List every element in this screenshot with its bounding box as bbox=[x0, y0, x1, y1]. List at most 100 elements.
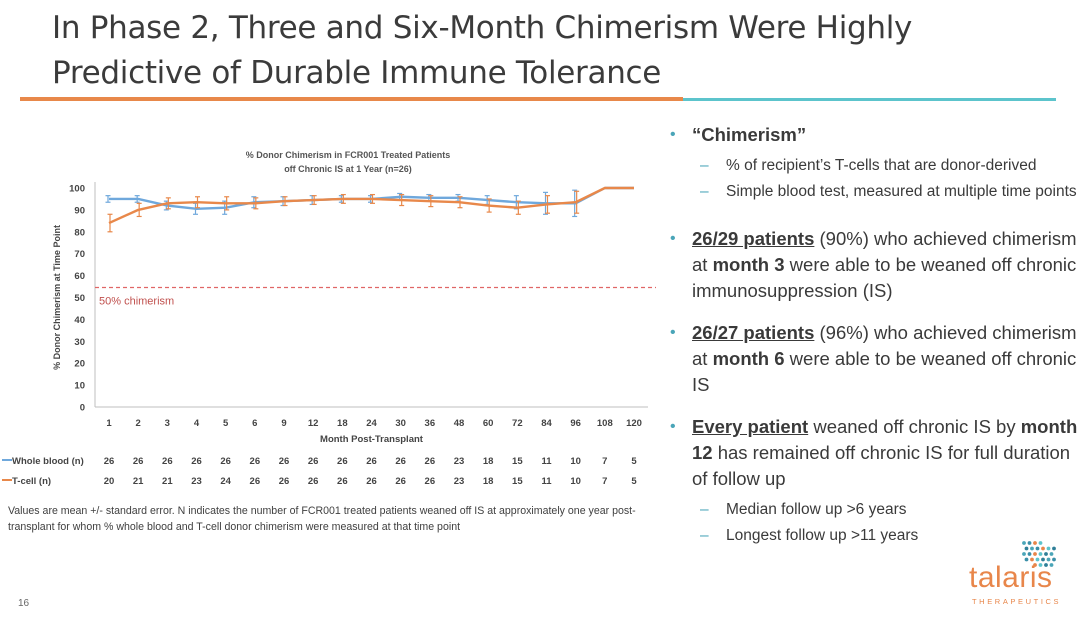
bullet-2: • 26/29 patients (90%) who achieved chime… bbox=[668, 226, 1080, 304]
sub-bullet-dash-icon: – bbox=[700, 501, 709, 518]
x-tick-label: 108 bbox=[597, 418, 613, 429]
sub-bullet-dash-icon: – bbox=[700, 157, 709, 174]
sub-bullet: – Median follow up >6 years bbox=[668, 498, 1080, 522]
logo-dot bbox=[1030, 557, 1034, 562]
n-count-cell: 26 bbox=[308, 456, 319, 467]
slide-title-line-2: Predictive of Durable Immune Tolerance bbox=[52, 55, 662, 91]
sub-bullet-text: Longest follow up >11 years bbox=[726, 527, 919, 544]
x-tick-label: 18 bbox=[337, 418, 348, 429]
x-tick-label: 2 bbox=[136, 418, 141, 429]
sub-bullet: – Longest follow up >11 years bbox=[668, 524, 1080, 548]
n-count-cell: 26 bbox=[104, 456, 115, 467]
y-tick-label: 50 bbox=[74, 293, 85, 304]
n-count-cell: 7 bbox=[602, 456, 607, 467]
n-count-cell: 26 bbox=[191, 456, 202, 467]
n-count-cell: 26 bbox=[220, 456, 231, 467]
logo-dot bbox=[1030, 546, 1034, 551]
n-count-cell: 5 bbox=[631, 456, 637, 467]
logo-dot bbox=[1033, 563, 1037, 567]
x-tick-label: 9 bbox=[281, 418, 286, 429]
n-count-cell: 26 bbox=[250, 476, 261, 487]
sub-bullet-text: Median follow up >6 years bbox=[726, 501, 907, 518]
y-tick-label: 80 bbox=[74, 227, 85, 238]
n-count-cell: 26 bbox=[366, 456, 377, 467]
logo-dot bbox=[1044, 563, 1048, 567]
bullet-text: 26/29 patients bbox=[692, 228, 815, 249]
bullet-1: • “Chimerism” bbox=[668, 122, 1080, 148]
y-tick-label: 20 bbox=[74, 359, 85, 370]
n-count-cell: 23 bbox=[454, 456, 465, 467]
chart-title-line-1: % Donor Chimerism in FCR001 Treated Pati… bbox=[246, 150, 451, 160]
logo-dot bbox=[1035, 546, 1040, 551]
n-count-cell: 21 bbox=[162, 476, 173, 487]
sub-bullet-text: Simple blood test, measured at multiple … bbox=[726, 183, 1077, 200]
bullet-text: Every patient bbox=[692, 416, 809, 437]
n-count-cell: 26 bbox=[279, 456, 290, 467]
logo-dot bbox=[1024, 557, 1029, 562]
legend-label: T-cell (n) bbox=[12, 476, 51, 487]
x-tick-label: 5 bbox=[223, 418, 229, 429]
y-tick-label: 60 bbox=[74, 271, 85, 282]
logo-dot bbox=[1041, 546, 1045, 551]
n-count-cell: 26 bbox=[425, 456, 436, 467]
logo-dot bbox=[1035, 557, 1040, 562]
x-tick-label: 120 bbox=[626, 418, 642, 429]
logo-dot bbox=[1049, 563, 1054, 567]
logo-dot bbox=[1038, 552, 1043, 556]
n-count-cell: 23 bbox=[191, 476, 202, 487]
bullet-text: were able to be weaned off chronic immun… bbox=[692, 254, 1077, 301]
n-count-cell: 26 bbox=[337, 456, 348, 467]
logo-dot bbox=[1024, 546, 1029, 551]
logo-dot bbox=[1044, 552, 1048, 556]
logo-dot bbox=[1046, 546, 1051, 551]
n-count-cell: 24 bbox=[220, 476, 231, 487]
legend-label: Whole blood (n) bbox=[12, 456, 84, 467]
bullet-text: has remained off chronic IS for full dur… bbox=[692, 442, 1071, 489]
sub-bullet: – Simple blood test, measured at multiple… bbox=[668, 180, 1080, 204]
x-tick-label: 12 bbox=[308, 418, 319, 429]
n-count-cell: 11 bbox=[541, 456, 552, 467]
bullet-dot-icon: • bbox=[670, 126, 676, 143]
sub-bullet-dash-icon: – bbox=[700, 183, 709, 200]
x-tick-label: 96 bbox=[570, 418, 581, 429]
y-tick-label: 70 bbox=[74, 249, 85, 260]
bullet-text: “Chimerism” bbox=[692, 124, 807, 145]
logo-subtitle: THERAPEUTICS bbox=[972, 597, 1062, 606]
talaris-logo-dots-icon bbox=[1022, 541, 1056, 567]
chart-title-line-2: off Chronic IS at 1 Year (n=26) bbox=[284, 164, 412, 174]
n-count-cell: 5 bbox=[631, 476, 637, 487]
x-tick-label: 24 bbox=[366, 418, 377, 429]
x-tick-label: 48 bbox=[454, 418, 465, 429]
slide-title-line-1: In Phase 2, Three and Six-Month Chimeris… bbox=[52, 10, 913, 46]
bullet-text: weaned off chronic IS by bbox=[808, 416, 1021, 437]
bullet-3: • 26/27 patients (96%) who achieved chime… bbox=[668, 320, 1080, 398]
n-count-cell: 26 bbox=[395, 476, 406, 487]
y-axis-label: % Donor Chimerism at Time Point bbox=[52, 225, 62, 370]
bullet-dot-icon: • bbox=[670, 230, 676, 247]
n-count-cell: 15 bbox=[512, 456, 523, 467]
logo-dot bbox=[1052, 557, 1056, 562]
chart-footnote: Values are mean +/- standard error. N in… bbox=[8, 505, 636, 533]
n-count-cell: 26 bbox=[337, 476, 348, 487]
bullet-4: • Every patient weaned off chronic IS by … bbox=[668, 414, 1080, 492]
n-count-cell: 21 bbox=[133, 476, 144, 487]
title-underline-teal bbox=[683, 98, 1056, 101]
bullet-text: 26/27 patients bbox=[692, 322, 815, 343]
n-count-cell: 18 bbox=[483, 456, 494, 467]
logo-dot bbox=[1027, 552, 1032, 556]
x-tick-label: 60 bbox=[483, 418, 494, 429]
logo-dot bbox=[1038, 563, 1043, 567]
logo-dot bbox=[1022, 541, 1026, 545]
n-count-cell: 10 bbox=[570, 456, 581, 467]
bullet-dot-icon: • bbox=[670, 418, 676, 435]
series-line-t-cell bbox=[108, 186, 634, 225]
sub-bullet-text: % of recipient’s T-cells that are donor-… bbox=[726, 157, 1037, 174]
sub-bullet-dash-icon: – bbox=[700, 527, 709, 544]
n-count-cell: 26 bbox=[308, 476, 319, 487]
n-count-cell: 26 bbox=[425, 476, 436, 487]
x-tick-label: 84 bbox=[541, 418, 552, 429]
slide-title: In Phase 2, Three and Six-Month Chimeris… bbox=[52, 6, 1052, 96]
n-count-cell: 26 bbox=[395, 456, 406, 467]
logo-dot bbox=[1038, 541, 1043, 545]
x-tick-label: 30 bbox=[395, 418, 406, 429]
